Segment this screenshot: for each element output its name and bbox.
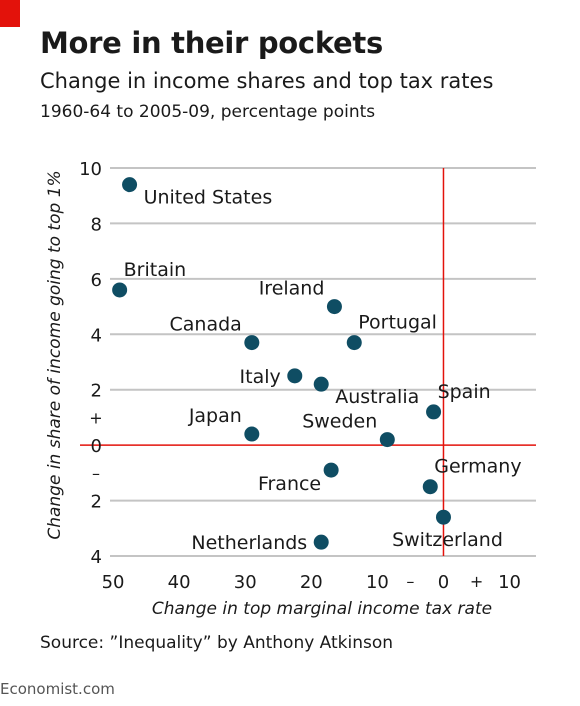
y-tick-label: 2 (91, 381, 102, 402)
y-sign-label: + (89, 408, 102, 427)
source-note: Source: ”Inequality” by Anthony Atkinson (40, 633, 394, 653)
point-label: Australia (335, 386, 419, 408)
y-tick-label: 4 (91, 325, 102, 346)
data-point (323, 462, 339, 478)
x-axis-label: Change in top marginal income tax rate (152, 599, 492, 619)
y-tick-label: 4 (91, 547, 102, 568)
chart-description: 1960-64 to 2005-09, percentage points (40, 102, 376, 122)
data-point (313, 534, 329, 550)
data-point (313, 376, 329, 392)
data-point (435, 509, 451, 525)
y-tick-label: 0 (91, 436, 102, 457)
x-tick-label: 30 (234, 572, 257, 593)
point-label: Germany (434, 456, 521, 478)
data-points (112, 177, 451, 550)
brand-footer: Economist.com (0, 680, 115, 698)
point-label: Britain (124, 259, 187, 281)
x-tick-label: 0 (438, 572, 449, 593)
data-point (326, 299, 342, 315)
data-point (244, 426, 260, 442)
y-tick-label: 2 (91, 492, 102, 513)
point-label: France (258, 473, 321, 495)
y-tick-label: 6 (91, 270, 102, 291)
point-label: Italy (240, 366, 281, 388)
chart-subtitle: Change in income shares and top tax rate… (40, 69, 494, 93)
zero-lines (80, 168, 536, 556)
point-label: Portugal (358, 312, 437, 334)
point-label: Netherlands (191, 532, 307, 554)
point-labels: United States Britain Ireland Canada Portuga… (124, 187, 522, 555)
y-axis-label: Change in share of income going to top 1… (45, 170, 65, 539)
data-point (122, 177, 138, 193)
y-tick-label: 10 (79, 159, 102, 180)
x-tick-label: 10 (366, 572, 389, 593)
point-label: Sweden (302, 411, 377, 433)
grid-layer (110, 167, 536, 557)
point-label: Switzerland (392, 529, 503, 551)
x-tick-label: 10 (498, 572, 521, 593)
x-tick-label: 20 (300, 572, 323, 593)
data-point (422, 479, 438, 495)
point-label: Canada (170, 314, 242, 336)
data-point (379, 432, 395, 448)
data-point (244, 335, 260, 351)
chart-title: More in their pockets (40, 26, 383, 60)
data-point (346, 335, 362, 351)
point-label: Ireland (259, 278, 325, 300)
x-tick-label: 50 (102, 572, 125, 593)
point-label: United States (144, 187, 273, 209)
x-sign-label: – (406, 572, 414, 591)
y-tick-label: 8 (91, 214, 102, 235)
point-label: Spain (438, 381, 491, 403)
y-sign-label: – (92, 464, 100, 483)
data-point (112, 282, 128, 298)
x-sign-label: + (470, 572, 483, 591)
data-point (426, 404, 442, 420)
data-point (287, 368, 303, 384)
point-label: Japan (188, 405, 242, 427)
brand-red-tag (0, 0, 20, 27)
x-tick-label: 40 (168, 572, 191, 593)
